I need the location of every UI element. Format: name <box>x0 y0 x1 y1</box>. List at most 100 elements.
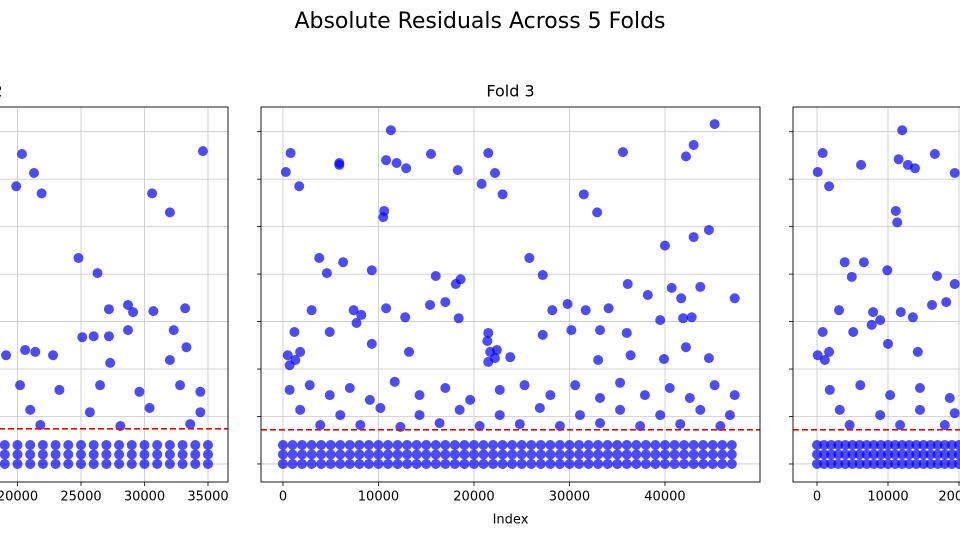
point <box>855 380 866 391</box>
point <box>449 458 460 469</box>
point <box>909 163 920 174</box>
point <box>554 449 565 460</box>
point <box>392 458 403 469</box>
point <box>306 305 317 316</box>
point <box>897 125 908 136</box>
point <box>679 458 690 469</box>
panel-title: Fold 3 <box>486 82 534 101</box>
point <box>846 271 857 282</box>
point <box>402 449 413 460</box>
point <box>868 439 879 450</box>
point <box>366 338 377 349</box>
point <box>640 439 651 450</box>
point <box>440 297 451 308</box>
point <box>659 439 670 450</box>
point <box>0 439 10 450</box>
point <box>516 439 527 450</box>
point <box>344 439 355 450</box>
point <box>507 458 518 469</box>
point <box>335 449 346 460</box>
point <box>726 449 737 460</box>
point <box>680 151 691 162</box>
point <box>516 458 527 469</box>
point <box>36 188 47 199</box>
point <box>570 380 581 391</box>
point <box>703 224 714 235</box>
point <box>554 458 565 469</box>
point <box>844 420 855 431</box>
point <box>932 449 943 460</box>
point <box>564 439 575 450</box>
point <box>709 119 720 130</box>
point <box>139 439 150 450</box>
point <box>534 402 545 413</box>
figure-title: Absolute Residuals Across 5 Folds <box>294 9 665 34</box>
point <box>918 449 929 460</box>
point <box>911 439 922 450</box>
point <box>824 181 835 192</box>
point <box>698 439 709 450</box>
x-tick-label: 0 <box>279 490 287 505</box>
point <box>817 148 828 159</box>
point <box>564 458 575 469</box>
point <box>526 449 537 460</box>
point <box>519 380 530 391</box>
point <box>914 404 925 415</box>
point <box>195 407 206 418</box>
point <box>126 458 137 469</box>
point <box>144 402 155 413</box>
point <box>897 439 908 450</box>
point <box>54 384 65 395</box>
point <box>875 439 886 450</box>
point <box>459 458 470 469</box>
point <box>459 439 470 450</box>
point <box>931 270 942 281</box>
x-tick-label: 20000 <box>0 490 38 505</box>
point <box>287 449 298 460</box>
point <box>659 240 670 251</box>
point <box>688 449 699 460</box>
point <box>726 458 737 469</box>
point <box>84 407 95 418</box>
point <box>177 439 188 450</box>
point <box>847 449 858 460</box>
point <box>545 458 556 469</box>
point <box>895 307 906 318</box>
plot-area <box>793 107 960 482</box>
point <box>840 439 851 450</box>
point <box>334 158 345 169</box>
point <box>698 458 709 469</box>
point <box>175 380 186 391</box>
point <box>811 449 822 460</box>
point <box>190 439 201 450</box>
point <box>295 346 306 357</box>
point <box>440 439 451 450</box>
axes-frame <box>0 106 229 483</box>
point <box>325 458 336 469</box>
point <box>75 449 86 460</box>
point <box>0 449 10 460</box>
point <box>476 178 487 189</box>
points <box>277 119 740 469</box>
point <box>37 449 48 460</box>
point <box>190 458 201 469</box>
point <box>593 449 604 460</box>
point <box>939 449 950 460</box>
point <box>507 449 518 460</box>
point <box>912 346 923 357</box>
point <box>675 419 686 430</box>
x-tick-label: 20000 <box>938 490 960 505</box>
point <box>709 380 720 391</box>
point <box>385 125 396 136</box>
point <box>602 439 613 450</box>
point <box>883 458 894 469</box>
point <box>883 449 894 460</box>
point <box>434 418 445 429</box>
point <box>16 148 27 159</box>
point <box>164 439 175 450</box>
point <box>833 439 844 450</box>
point <box>177 449 188 460</box>
point <box>574 449 585 460</box>
